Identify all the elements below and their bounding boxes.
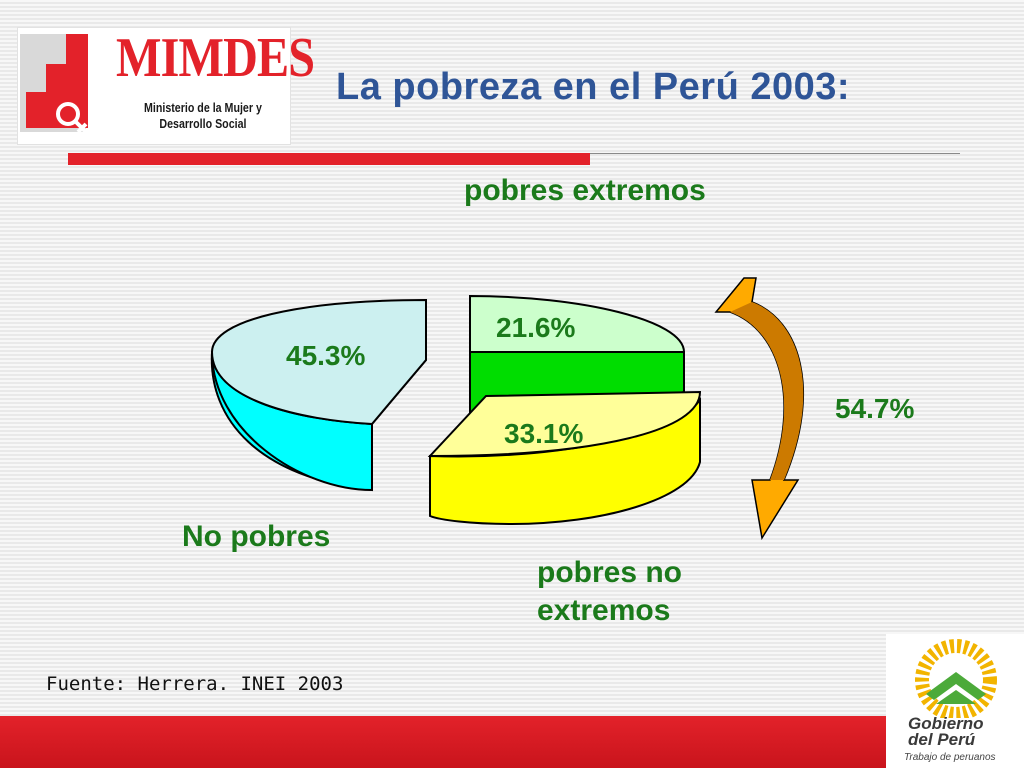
gobierno-peru-tagline: Trabajo de peruanos xyxy=(904,752,996,763)
slice-no-pobres xyxy=(210,298,427,492)
pct-pobres-no-extremos: 33.1% xyxy=(504,418,584,449)
label-pobres-no-extremos: pobres no extremos xyxy=(537,554,682,630)
slice-pobres-extremos-top xyxy=(469,294,686,353)
sun-emblem-icon xyxy=(915,639,997,721)
label-no-pobres: No pobres xyxy=(182,520,331,553)
page-title: La pobreza en el Perú 2003: xyxy=(336,66,851,108)
pct-no-pobres: 45.3% xyxy=(286,340,366,371)
slice-no-pobres-top xyxy=(210,298,427,426)
slice-pobres-no-extremos-top xyxy=(427,390,702,458)
mimdes-logo: MIMDES Ministerio de la Mujer y Desarrol… xyxy=(18,28,315,144)
curved-arrow-icon xyxy=(714,277,805,541)
label-pobres-no-extremos-line-1: pobres no xyxy=(537,556,683,589)
gobierno-peru-logo: Gobierno del Perú Trabajo de peruanos xyxy=(886,634,1024,768)
source-note: Fuente: Herrera. INEI 2003 xyxy=(46,673,344,695)
mimdes-logo-subtitle: Ministerio de la Mujer y Desarrollo Soci… xyxy=(144,100,262,132)
mimdes-subtitle-line-1: Ministerio de la Mujer y xyxy=(144,100,262,115)
gobierno-peru-text: Gobierno del Perú xyxy=(908,714,984,749)
title-underline-thin xyxy=(590,153,960,154)
mimdes-subtitle-line-2: Desarrollo Social xyxy=(159,116,247,131)
title-underline-red xyxy=(68,153,590,165)
label-pobres-no-extremos-line-2: extremos xyxy=(537,594,671,627)
gov-line-1: Gobierno xyxy=(908,714,984,733)
label-pobres-extremos: pobres extremos xyxy=(464,174,706,207)
slice-pobres-no-extremos xyxy=(427,390,702,526)
gov-line-2: del Perú xyxy=(908,730,976,749)
footer-band xyxy=(0,716,1024,768)
pct-total-pobres: 54.7% xyxy=(835,393,915,424)
pct-pobres-extremos: 21.6% xyxy=(496,312,576,343)
mimdes-emblem-icon xyxy=(20,34,88,134)
mimdes-logo-text: MIMDES xyxy=(116,27,315,89)
